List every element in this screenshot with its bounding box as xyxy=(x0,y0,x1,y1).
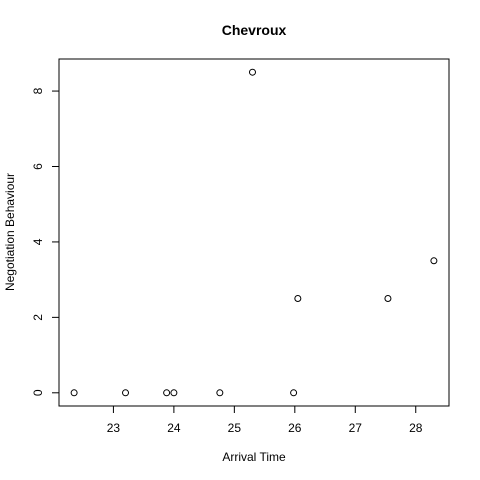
x-tick-label: 24 xyxy=(167,421,181,435)
y-tick-label: 6 xyxy=(31,163,45,170)
data-point xyxy=(170,389,178,397)
y-tick-label: 0 xyxy=(31,389,45,396)
x-tick-label: 28 xyxy=(409,421,423,435)
data-point xyxy=(430,257,438,265)
y-tick-label: 4 xyxy=(31,238,45,245)
chart-title: Chevroux xyxy=(222,22,287,38)
data-point xyxy=(122,389,130,397)
data-point xyxy=(216,389,224,397)
y-tick-label: 8 xyxy=(31,87,45,94)
x-tick-label: 27 xyxy=(349,421,363,435)
y-axis: 0 2 4 6 8 xyxy=(31,87,60,396)
data-point xyxy=(70,389,78,397)
data-point xyxy=(248,68,256,76)
x-tick-label: 26 xyxy=(288,421,302,435)
data-point xyxy=(163,389,171,397)
plot-area-frame xyxy=(58,58,450,407)
y-axis-label: Negotiation Behaviour xyxy=(3,173,17,291)
x-tick-label: 25 xyxy=(228,421,242,435)
data-point xyxy=(294,295,302,303)
y-tick-label: 2 xyxy=(31,314,45,321)
data-point xyxy=(290,389,298,397)
data-point xyxy=(384,295,392,303)
data-points xyxy=(70,68,438,397)
x-axis-label: Arrival Time xyxy=(222,450,286,464)
x-axis: 23 24 25 26 27 28 xyxy=(107,405,423,435)
x-tick-label: 23 xyxy=(107,421,121,435)
